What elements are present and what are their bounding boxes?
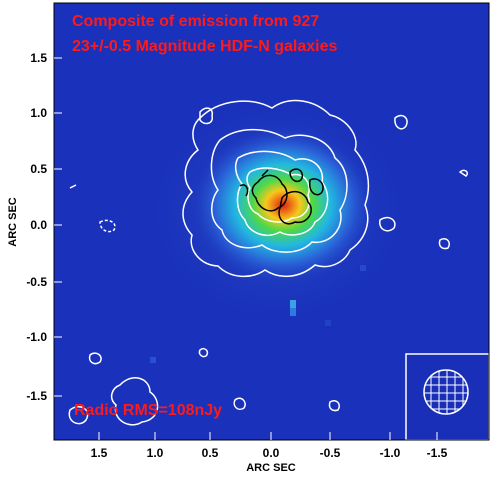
tick-marks (54, 57, 438, 440)
radio-rms-label: Radio RMS=108nJy (74, 402, 222, 419)
x-tick-label: 1.5 (91, 446, 108, 460)
y-tick-label: 1.5 (30, 51, 47, 65)
y-axis-label: ARC SEC (7, 197, 19, 247)
black-contours (239, 168, 324, 225)
x-tick-label: 1.0 (147, 446, 164, 460)
y-tick-label: -1.0 (26, 330, 47, 344)
beam-ellipse (423, 369, 469, 415)
x-tick-labels: 1.5 1.0 0.5 0.0 -0.5 -1.0 -1.5 (91, 446, 448, 460)
x-tick-label: -0.5 (320, 446, 341, 460)
figure-title-line-1: Composite of emission from 927 (72, 13, 319, 30)
y-tick-label: 0.0 (30, 218, 47, 232)
y-tick-label: -0.5 (26, 275, 47, 289)
beam-inset (405, 353, 490, 441)
x-tick-label: 0.0 (263, 446, 280, 460)
y-tick-labels: 1.5 1.0 0.5 0.0 -0.5 -1.0 -1.5 (26, 51, 47, 403)
figure-title-line-2: 23+/-0.5 Magnitude HDF-N galaxies (72, 38, 338, 55)
x-tick-label: -1.5 (427, 446, 448, 460)
x-tick-label: -1.0 (380, 446, 401, 460)
y-tick-label: 1.0 (30, 106, 47, 120)
white-contours (68, 99, 469, 426)
x-tick-label: 0.5 (202, 446, 219, 460)
y-tick-label: -1.5 (26, 389, 47, 403)
x-axis-label: ARC SEC (246, 462, 296, 474)
y-tick-label: 0.5 (30, 162, 47, 176)
